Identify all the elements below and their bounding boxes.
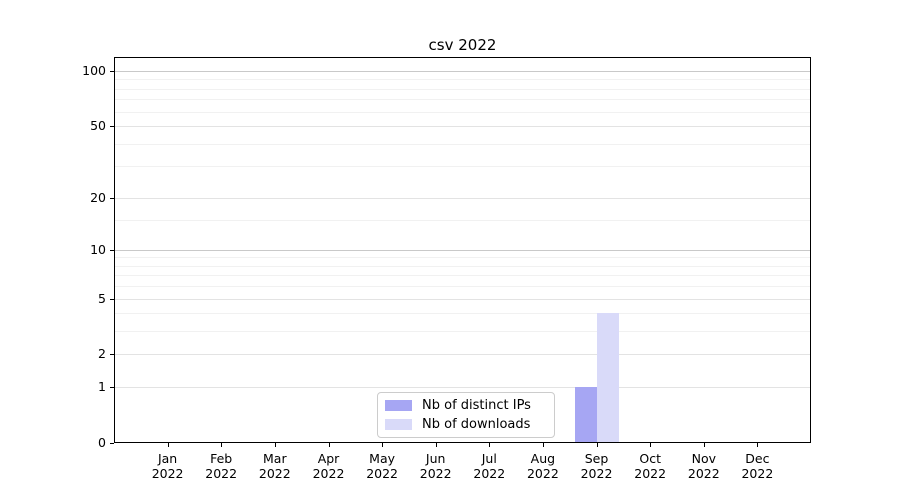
y-tick-label: 0 bbox=[98, 435, 106, 450]
x-tick-label: Mar 2022 bbox=[258, 451, 291, 481]
major-gridline bbox=[114, 387, 811, 389]
x-tick-label: May 2022 bbox=[366, 451, 398, 481]
y-tick-mark bbox=[110, 71, 114, 72]
x-tick-label: Feb 2022 bbox=[205, 451, 238, 481]
y-tick-mark bbox=[110, 197, 114, 199]
legend-item: Nb of distinct IPs bbox=[385, 398, 547, 413]
legend-item: Nb of downloads bbox=[385, 417, 547, 432]
y-tick-mark bbox=[110, 298, 114, 300]
y-tick-label: 1 bbox=[98, 379, 106, 395]
minor-gridline bbox=[114, 79, 811, 81]
x-tick-mark bbox=[542, 443, 544, 447]
minor-gridline bbox=[114, 257, 811, 259]
y-tick-label: 10 bbox=[90, 241, 106, 257]
x-tick-mark bbox=[435, 443, 437, 447]
x-tick-mark bbox=[703, 443, 705, 447]
legend-swatch bbox=[385, 419, 412, 430]
x-tick-label: Apr 2022 bbox=[312, 451, 345, 481]
y-tick-mark bbox=[110, 443, 114, 444]
minor-gridline bbox=[114, 275, 811, 277]
y-tick-mark bbox=[110, 387, 114, 389]
x-tick-label: Jul 2022 bbox=[473, 451, 506, 481]
decade-gridline bbox=[114, 71, 811, 72]
x-tick-mark bbox=[650, 443, 652, 447]
x-tick-label: Sep 2022 bbox=[580, 451, 613, 481]
x-tick-mark bbox=[757, 443, 759, 447]
major-gridline bbox=[114, 197, 811, 199]
x-tick-mark bbox=[221, 443, 223, 447]
minor-gridline bbox=[114, 265, 811, 267]
y-tick-label: 2 bbox=[98, 346, 106, 362]
x-tick-label: Jun 2022 bbox=[419, 451, 452, 481]
legend-label: Nb of downloads bbox=[422, 417, 531, 432]
major-gridline bbox=[114, 354, 811, 356]
y-tick-label: 50 bbox=[90, 118, 106, 134]
x-tick-mark bbox=[382, 443, 384, 447]
x-tick-mark bbox=[596, 443, 598, 447]
bar-downloads bbox=[596, 313, 619, 443]
minor-gridline bbox=[114, 88, 811, 90]
legend: Nb of distinct IPs Nb of downloads bbox=[377, 392, 555, 438]
y-tick-mark bbox=[110, 249, 114, 251]
x-tick-label: Dec 2022 bbox=[741, 451, 774, 481]
x-tick-label: Jan 2022 bbox=[151, 451, 184, 481]
minor-gridline bbox=[114, 286, 811, 288]
minor-gridline bbox=[114, 166, 811, 168]
minor-gridline bbox=[114, 313, 811, 315]
y-tick-mark bbox=[110, 126, 114, 128]
plot-area bbox=[114, 57, 811, 443]
major-gridline bbox=[114, 298, 811, 300]
chart-title: csv 2022 bbox=[428, 36, 497, 54]
x-tick-mark bbox=[274, 443, 276, 447]
minor-gridline bbox=[114, 331, 811, 333]
minor-gridline bbox=[114, 99, 811, 101]
bar-distinct-ips bbox=[574, 387, 597, 443]
x-tick-mark bbox=[167, 443, 169, 447]
decade-gridline bbox=[114, 249, 811, 251]
minor-gridline bbox=[114, 219, 811, 221]
legend-swatch bbox=[385, 400, 412, 411]
y-tick-label: 5 bbox=[98, 290, 106, 306]
x-tick-label: Aug 2022 bbox=[526, 451, 559, 481]
y-tick-mark bbox=[110, 354, 114, 356]
y-tick-label: 20 bbox=[90, 189, 106, 205]
minor-gridline bbox=[114, 111, 811, 113]
x-tick-mark bbox=[489, 443, 491, 447]
x-tick-label: Oct 2022 bbox=[634, 451, 667, 481]
minor-gridline bbox=[114, 143, 811, 145]
x-tick-mark bbox=[328, 443, 330, 447]
x-tick-label: Nov 2022 bbox=[687, 451, 720, 481]
major-gridline bbox=[114, 126, 811, 128]
legend-label: Nb of distinct IPs bbox=[422, 398, 531, 413]
y-tick-label: 100 bbox=[82, 63, 106, 78]
